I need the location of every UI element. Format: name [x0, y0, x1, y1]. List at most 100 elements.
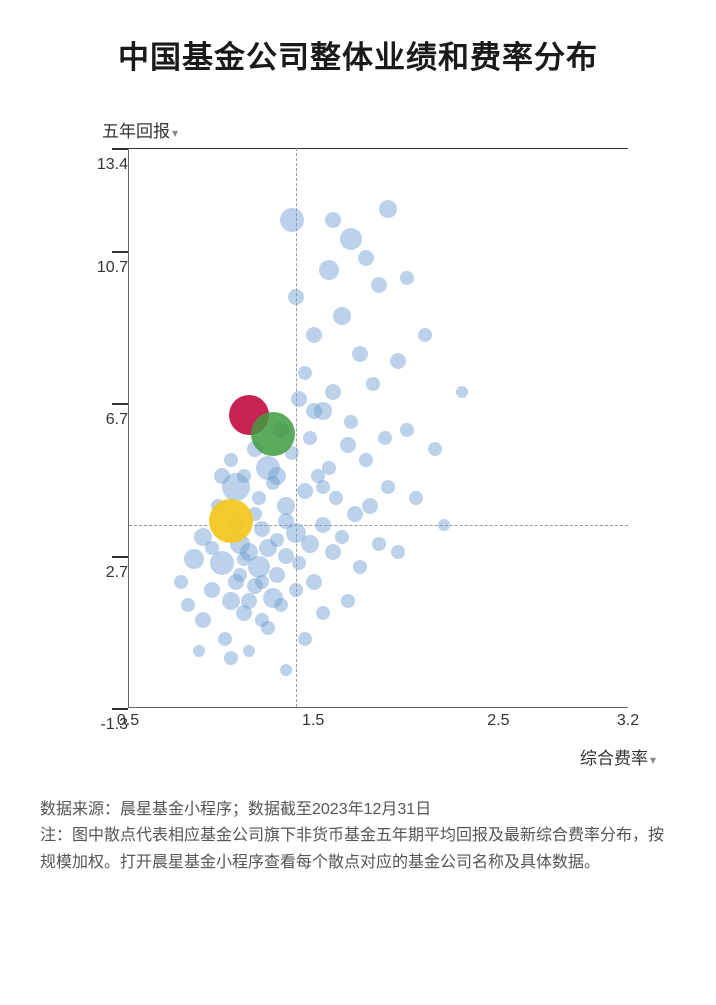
data-point[interactable]: [224, 453, 238, 467]
data-source-text: 数据来源：晨星基金小程序；数据截至2023年12月31日: [40, 797, 676, 823]
data-point[interactable]: [288, 289, 304, 305]
data-point[interactable]: [353, 560, 367, 574]
data-point[interactable]: [268, 467, 286, 485]
y-axis-ticks: 13.410.76.72.7-1.3: [70, 148, 128, 708]
data-point[interactable]: [428, 442, 442, 456]
data-point[interactable]: [237, 552, 251, 566]
x-tick-label: 1.5: [302, 712, 324, 730]
data-point[interactable]: [362, 498, 378, 514]
y-axis-label[interactable]: 五年回报▾: [102, 117, 676, 142]
data-point[interactable]: [391, 545, 405, 559]
data-point[interactable]: [289, 583, 303, 597]
page-title: 中国基金公司整体业绩和费率分布: [40, 32, 676, 77]
data-point[interactable]: [325, 544, 341, 560]
data-point[interactable]: [270, 533, 284, 547]
chevron-down-icon: ▾: [172, 126, 178, 140]
data-point[interactable]: [333, 307, 351, 325]
data-point[interactable]: [325, 384, 341, 400]
data-point[interactable]: [371, 277, 387, 293]
y-tick-label: 6.7: [78, 411, 128, 429]
chart-note-text: 注：图中散点代表相应基金公司旗下非货币基金五年期平均回报及最新综合费率分布，按规…: [40, 823, 676, 876]
data-point[interactable]: [352, 346, 368, 362]
y-axis-label-text: 五年回报: [102, 122, 170, 141]
highlighted-point[interactable]: [251, 412, 295, 456]
x-tick-label: 2.5: [487, 712, 509, 730]
data-point[interactable]: [205, 541, 219, 555]
data-point[interactable]: [325, 212, 341, 228]
data-point[interactable]: [195, 612, 211, 628]
data-point[interactable]: [358, 250, 374, 266]
data-point[interactable]: [319, 260, 339, 280]
data-point[interactable]: [204, 582, 220, 598]
data-point[interactable]: [243, 645, 255, 657]
data-point[interactable]: [344, 415, 358, 429]
data-point[interactable]: [409, 491, 423, 505]
plot-area: [128, 148, 628, 708]
data-point[interactable]: [280, 208, 304, 232]
ref-line-vertical: [296, 148, 297, 707]
x-axis-label-text: 综合费率: [580, 749, 648, 768]
data-point[interactable]: [301, 535, 319, 553]
data-point[interactable]: [241, 593, 257, 609]
data-point[interactable]: [303, 431, 317, 445]
data-point[interactable]: [400, 271, 414, 285]
data-point[interactable]: [456, 386, 468, 398]
data-point[interactable]: [390, 353, 406, 369]
data-point[interactable]: [252, 491, 266, 505]
data-point[interactable]: [335, 530, 349, 544]
ref-line-horizontal: [129, 525, 628, 526]
data-point[interactable]: [366, 377, 380, 391]
data-point[interactable]: [292, 556, 306, 570]
data-point[interactable]: [218, 632, 232, 646]
data-point[interactable]: [181, 598, 195, 612]
y-tick-label: 2.7: [78, 564, 128, 582]
x-tick-label: 0.5: [117, 712, 139, 730]
data-point[interactable]: [381, 480, 395, 494]
x-tick-label: 3.2: [617, 712, 639, 730]
data-point[interactable]: [269, 567, 285, 583]
data-point[interactable]: [297, 483, 313, 499]
data-point[interactable]: [280, 664, 292, 676]
data-point[interactable]: [438, 519, 450, 531]
data-point[interactable]: [306, 327, 322, 343]
data-point[interactable]: [291, 391, 307, 407]
highlighted-point[interactable]: [209, 499, 253, 543]
data-point[interactable]: [316, 606, 330, 620]
data-point[interactable]: [341, 594, 355, 608]
data-point[interactable]: [174, 575, 188, 589]
data-point[interactable]: [248, 556, 270, 578]
data-point[interactable]: [214, 468, 230, 484]
data-point[interactable]: [306, 403, 322, 419]
x-axis-label[interactable]: 综合费率▾: [70, 744, 656, 769]
data-point[interactable]: [400, 423, 414, 437]
data-point[interactable]: [306, 574, 322, 590]
data-point[interactable]: [254, 521, 270, 537]
data-point[interactable]: [340, 228, 362, 250]
data-point[interactable]: [278, 513, 294, 529]
data-point[interactable]: [359, 453, 373, 467]
data-point[interactable]: [298, 632, 312, 646]
data-point[interactable]: [193, 645, 205, 657]
data-point[interactable]: [255, 575, 269, 589]
data-point[interactable]: [184, 549, 204, 569]
data-point[interactable]: [322, 461, 336, 475]
data-point[interactable]: [418, 328, 432, 342]
scatter-chart: 五年回报▾ 13.410.76.72.7-1.3 0.51.52.53.2 综合…: [70, 117, 676, 769]
data-point[interactable]: [261, 621, 275, 635]
data-point[interactable]: [298, 366, 312, 380]
y-tick-label: 10.7: [78, 259, 128, 277]
data-point[interactable]: [329, 491, 343, 505]
data-point[interactable]: [372, 537, 386, 551]
data-point[interactable]: [340, 437, 356, 453]
data-point[interactable]: [274, 598, 288, 612]
data-point[interactable]: [224, 651, 238, 665]
data-point[interactable]: [378, 431, 392, 445]
data-point[interactable]: [237, 469, 251, 483]
data-point[interactable]: [315, 517, 331, 533]
x-axis-ticks: 0.51.52.53.2: [128, 708, 628, 738]
data-point[interactable]: [316, 480, 330, 494]
chevron-down-icon: ▾: [650, 753, 656, 767]
data-point[interactable]: [233, 568, 247, 582]
data-point[interactable]: [379, 200, 397, 218]
data-point[interactable]: [347, 506, 363, 522]
